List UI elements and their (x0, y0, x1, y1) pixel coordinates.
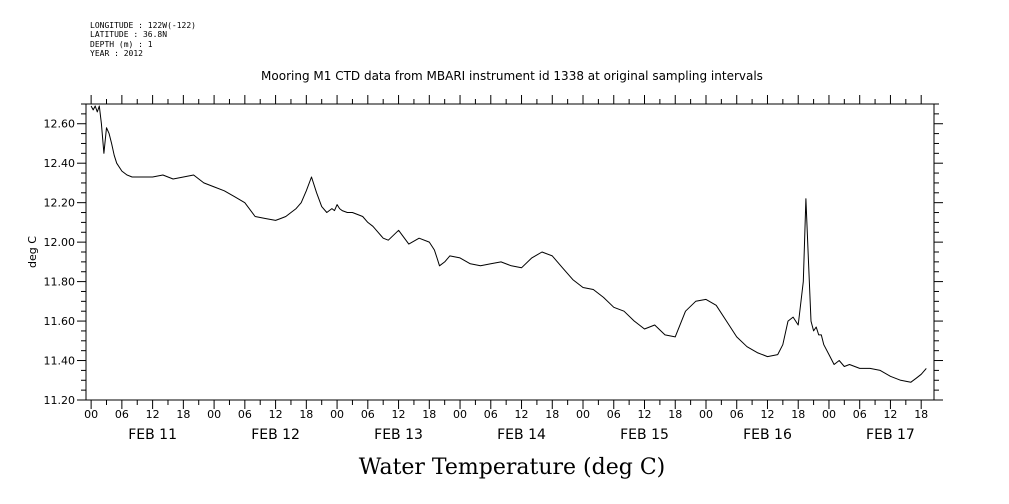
y-tick-label: 12.20 (44, 197, 76, 210)
x-hour-label: 00 (576, 408, 590, 421)
x-hour-label: 12 (515, 408, 529, 421)
x-date-label: FEB 17 (866, 427, 915, 443)
x-hour-label: 18 (914, 408, 928, 421)
latitude-text: LATITUDE : 36.8N (90, 30, 168, 40)
x-hour-label: 00 (84, 408, 98, 421)
x-hour-label: 18 (668, 408, 682, 421)
x-hour-label: 00 (699, 408, 713, 421)
x-hour-label: 12 (392, 408, 406, 421)
year-text: YEAR : 2012 (90, 49, 143, 59)
x-axis: 00 06 12 18 00 06 12 18 00 06 12 18 00 06 12 18 00 06 12 18… (84, 95, 928, 443)
metadata-block: LONGITUDE : 122W(-122) LATITUDE : 36.8N … (90, 21, 196, 59)
x-hour-label: 00 (453, 408, 467, 421)
depth-text: DEPTH (m) : 1 (90, 39, 153, 49)
temperature-series-line (90, 105, 927, 383)
x-hour-label: 06 (853, 408, 867, 421)
x-hour-label: 06 (238, 408, 252, 421)
x-hour-label: 06 (361, 408, 375, 421)
x-date-label: FEB 13 (374, 427, 423, 443)
x-date-label: FEB 16 (743, 427, 792, 443)
y-axis: 11.20 11.40 11.60 11.80 12.00 12.20 12.40 12.60 (44, 103, 943, 407)
x-hour-label: 18 (791, 408, 805, 421)
x-hour-label: 00 (330, 408, 344, 421)
x-date-label: FEB 14 (497, 427, 546, 443)
y-tick-label: 11.40 (44, 355, 76, 368)
plot-frame (85, 103, 935, 401)
x-axis-label: Water Temperature (deg C) (359, 455, 666, 480)
x-hour-label: 12 (760, 408, 774, 421)
x-hour-label: 18 (299, 408, 313, 421)
y-tick-label: 11.20 (44, 394, 76, 407)
x-hour-label: 12 (638, 408, 652, 421)
x-hour-label: 12 (146, 408, 160, 421)
x-hour-label: 00 (207, 408, 221, 421)
x-hour-label: 18 (545, 408, 559, 421)
y-tick-label: 11.80 (44, 276, 76, 289)
x-hour-label: 00 (822, 408, 836, 421)
series-group (90, 105, 927, 383)
chart-title: Mooring M1 CTD data from MBARI instrumen… (261, 69, 763, 83)
x-hour-label: 06 (115, 408, 129, 421)
longitude-text: LONGITUDE : 122W(-122) (90, 21, 196, 30)
x-hour-label: 18 (176, 408, 190, 421)
x-date-label: FEB 12 (251, 427, 300, 443)
y-axis-label: deg C (26, 236, 39, 268)
y-tick-label: 12.60 (44, 118, 76, 131)
x-hour-label: 06 (730, 408, 744, 421)
x-date-label: FEB 15 (620, 427, 669, 443)
y-tick-label: 11.60 (44, 315, 76, 328)
x-hour-label: 06 (607, 408, 621, 421)
x-hour-label: 06 (484, 408, 498, 421)
x-date-label: FEB 11 (128, 427, 177, 443)
y-tick-label: 12.00 (44, 236, 76, 249)
x-hour-label: 12 (883, 408, 897, 421)
y-tick-label: 12.40 (44, 157, 76, 170)
x-hour-label: 18 (422, 408, 436, 421)
x-hour-label: 12 (269, 408, 283, 421)
